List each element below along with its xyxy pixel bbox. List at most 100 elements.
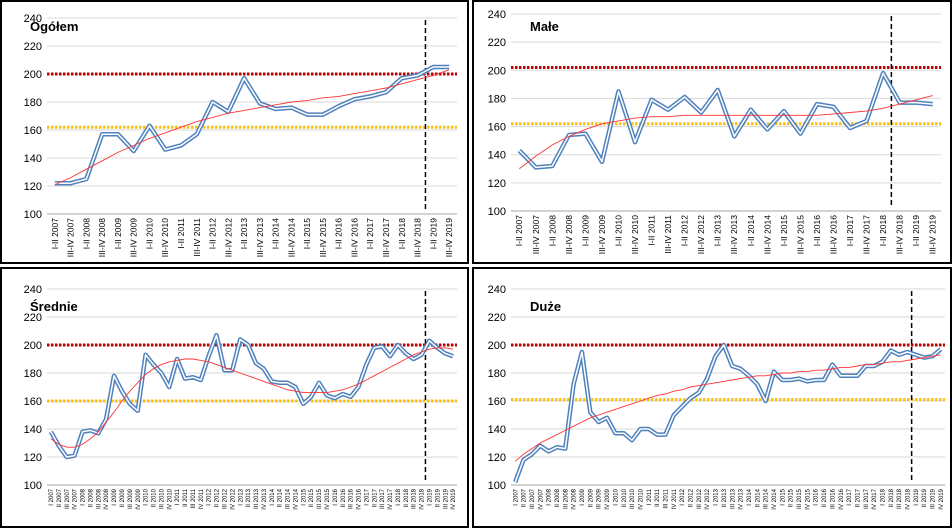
- x-tick-label: II 2019: [435, 488, 441, 507]
- chart-panel-male: 100 120 140 160 180 200 220 240 I-II 2007 III-IV …: [472, 0, 952, 264]
- x-tick-label: I 2007: [513, 488, 519, 505]
- x-tick-label: III-IV 2008: [97, 218, 107, 257]
- x-tick-label: II 2019: [922, 488, 928, 507]
- y-tick-label: 160: [488, 122, 506, 134]
- data-series-highlight: [514, 344, 942, 483]
- x-tick-label: IV 2018: [420, 488, 426, 509]
- x-tick-label: I-II 2013: [713, 215, 723, 246]
- line-chart-ogolem: 100 120 140 160 180 200 220 240 I-II 2007 III-IV …: [24, 13, 457, 257]
- x-tick-label: IV 2014: [293, 488, 299, 509]
- y-tick-label: 160: [488, 396, 506, 408]
- x-tick-label: II 2014: [278, 488, 284, 507]
- x-tick-label: III 2009: [128, 488, 134, 509]
- x-tick-label: III-IV 2009: [597, 215, 607, 254]
- x-tick-label: III 2007: [530, 488, 536, 509]
- x-tick-label: III 2007: [65, 488, 71, 509]
- y-tick-label: 180: [488, 368, 506, 380]
- x-tick-label: I 2013: [714, 488, 720, 505]
- x-tick-label: III-IV 2017: [381, 218, 391, 257]
- x-tick-label: II 2017: [372, 488, 378, 507]
- x-tick-label: III-IV 2013: [729, 215, 739, 254]
- x-tick-label: IV 2013: [739, 488, 745, 509]
- x-tick-label: III 2017: [864, 488, 870, 509]
- data-series-highlight: [518, 72, 933, 169]
- x-tick-label: III 2013: [730, 488, 736, 509]
- x-tick-label: II 2016: [822, 488, 828, 507]
- x-tick-label: II 2008: [555, 488, 561, 507]
- x-tick-label: II 2016: [341, 488, 347, 507]
- x-tick-label: I-II 2019: [428, 218, 438, 249]
- x-tick-label: II 2007: [57, 488, 63, 507]
- x-tick-label: I-II 2014: [271, 218, 281, 249]
- x-tick-label: IV 2008: [104, 488, 110, 509]
- trend-line: [54, 69, 450, 186]
- x-tick-label: I-II 2009: [113, 218, 123, 249]
- y-tick-label: 100: [488, 480, 506, 492]
- y-tick-label: 100: [488, 206, 506, 218]
- x-tick-label: III-IV 2007: [66, 218, 76, 257]
- y-tick-label: 200: [24, 340, 42, 352]
- x-tick-label: III 2009: [597, 488, 603, 509]
- y-tick-label: 120: [488, 452, 506, 464]
- x-tick-label: I-II 2011: [647, 215, 657, 246]
- x-tick-label: I-II 2016: [812, 215, 822, 246]
- x-tick-label: I 2017: [364, 488, 370, 505]
- x-tick-label: III-IV 2017: [862, 215, 872, 254]
- data-series-highlight: [50, 334, 454, 458]
- y-tick-label: 100: [24, 480, 42, 492]
- x-tick-label: IV 2008: [572, 488, 578, 509]
- y-tick-label: 240: [488, 9, 506, 21]
- chart-title: Małe: [530, 19, 559, 34]
- x-tick-label: I 2009: [580, 488, 586, 505]
- x-tick-label: I-II 2014: [746, 215, 756, 246]
- x-tick-label: III-IV 2011: [663, 215, 673, 254]
- x-tick-label: I-II 2015: [302, 218, 312, 249]
- x-tick-label: II 2013: [722, 488, 728, 507]
- x-tick-label: IV 2009: [605, 488, 611, 509]
- x-tick-label: II 2011: [655, 488, 661, 507]
- x-tick-label: III 2008: [563, 488, 569, 509]
- y-tick-label: 140: [488, 424, 506, 436]
- x-tick-label: IV 2015: [805, 488, 811, 509]
- y-tick-label: 220: [488, 37, 506, 49]
- x-tick-label: II 2010: [152, 488, 158, 507]
- x-tick-label: III-IV 2013: [255, 218, 265, 257]
- chart-panel-srednie: 100 120 140 160 180 200 220 240 I 2007 II 2007 III…: [0, 267, 469, 528]
- chart-panel-duze: 100 120 140 160 180 200 220 240 I 2007 II 2007 III…: [472, 267, 952, 528]
- x-tick-label: III 2014: [286, 488, 292, 509]
- x-tick-label: II 2010: [622, 488, 628, 507]
- trend-line: [514, 354, 941, 462]
- x-tick-label: IV 2019: [939, 488, 945, 509]
- x-tick-label: I 2010: [144, 488, 150, 505]
- x-tick-label: III 2015: [797, 488, 803, 509]
- y-tick-label: 100: [24, 209, 42, 221]
- x-tick-label: I-II 2018: [878, 215, 888, 246]
- y-tick-label: 140: [24, 424, 42, 436]
- x-tick-label: I 2015: [301, 488, 307, 505]
- chart-panel-ogolem: 100 120 140 160 180 200 220 240 I-II 2007 III-IV …: [0, 0, 469, 264]
- x-tick-label: IV 2009: [136, 488, 142, 509]
- x-tick-label: III-IV 2016: [828, 215, 838, 254]
- y-tick-label: 160: [24, 396, 42, 408]
- x-tick-label: I 2015: [780, 488, 786, 505]
- x-tick-label: III-IV 2007: [531, 215, 541, 254]
- x-tick-label: I 2011: [175, 488, 181, 505]
- x-tick-label: II 2015: [789, 488, 795, 507]
- x-tick-label: IV 2010: [167, 488, 173, 509]
- x-tick-label: IV 2012: [705, 488, 711, 509]
- trend-line: [519, 95, 933, 170]
- y-tick-label: 220: [24, 312, 42, 324]
- x-tick-label: I-II 2016: [334, 218, 344, 249]
- data-series-highlight: [54, 66, 450, 184]
- x-tick-label: I 2016: [333, 488, 339, 505]
- x-tick-label: IV 2011: [672, 488, 678, 509]
- x-tick-label: III-IV 2012: [223, 218, 233, 257]
- x-tick-label: III 2010: [630, 488, 636, 509]
- x-tick-label: I 2018: [881, 488, 887, 505]
- chart-title: Ogółem: [30, 19, 79, 34]
- x-tick-label: I-II 2008: [81, 218, 91, 249]
- x-tick-label: III-IV 2015: [318, 218, 328, 257]
- x-tick-label: II 2017: [855, 488, 861, 507]
